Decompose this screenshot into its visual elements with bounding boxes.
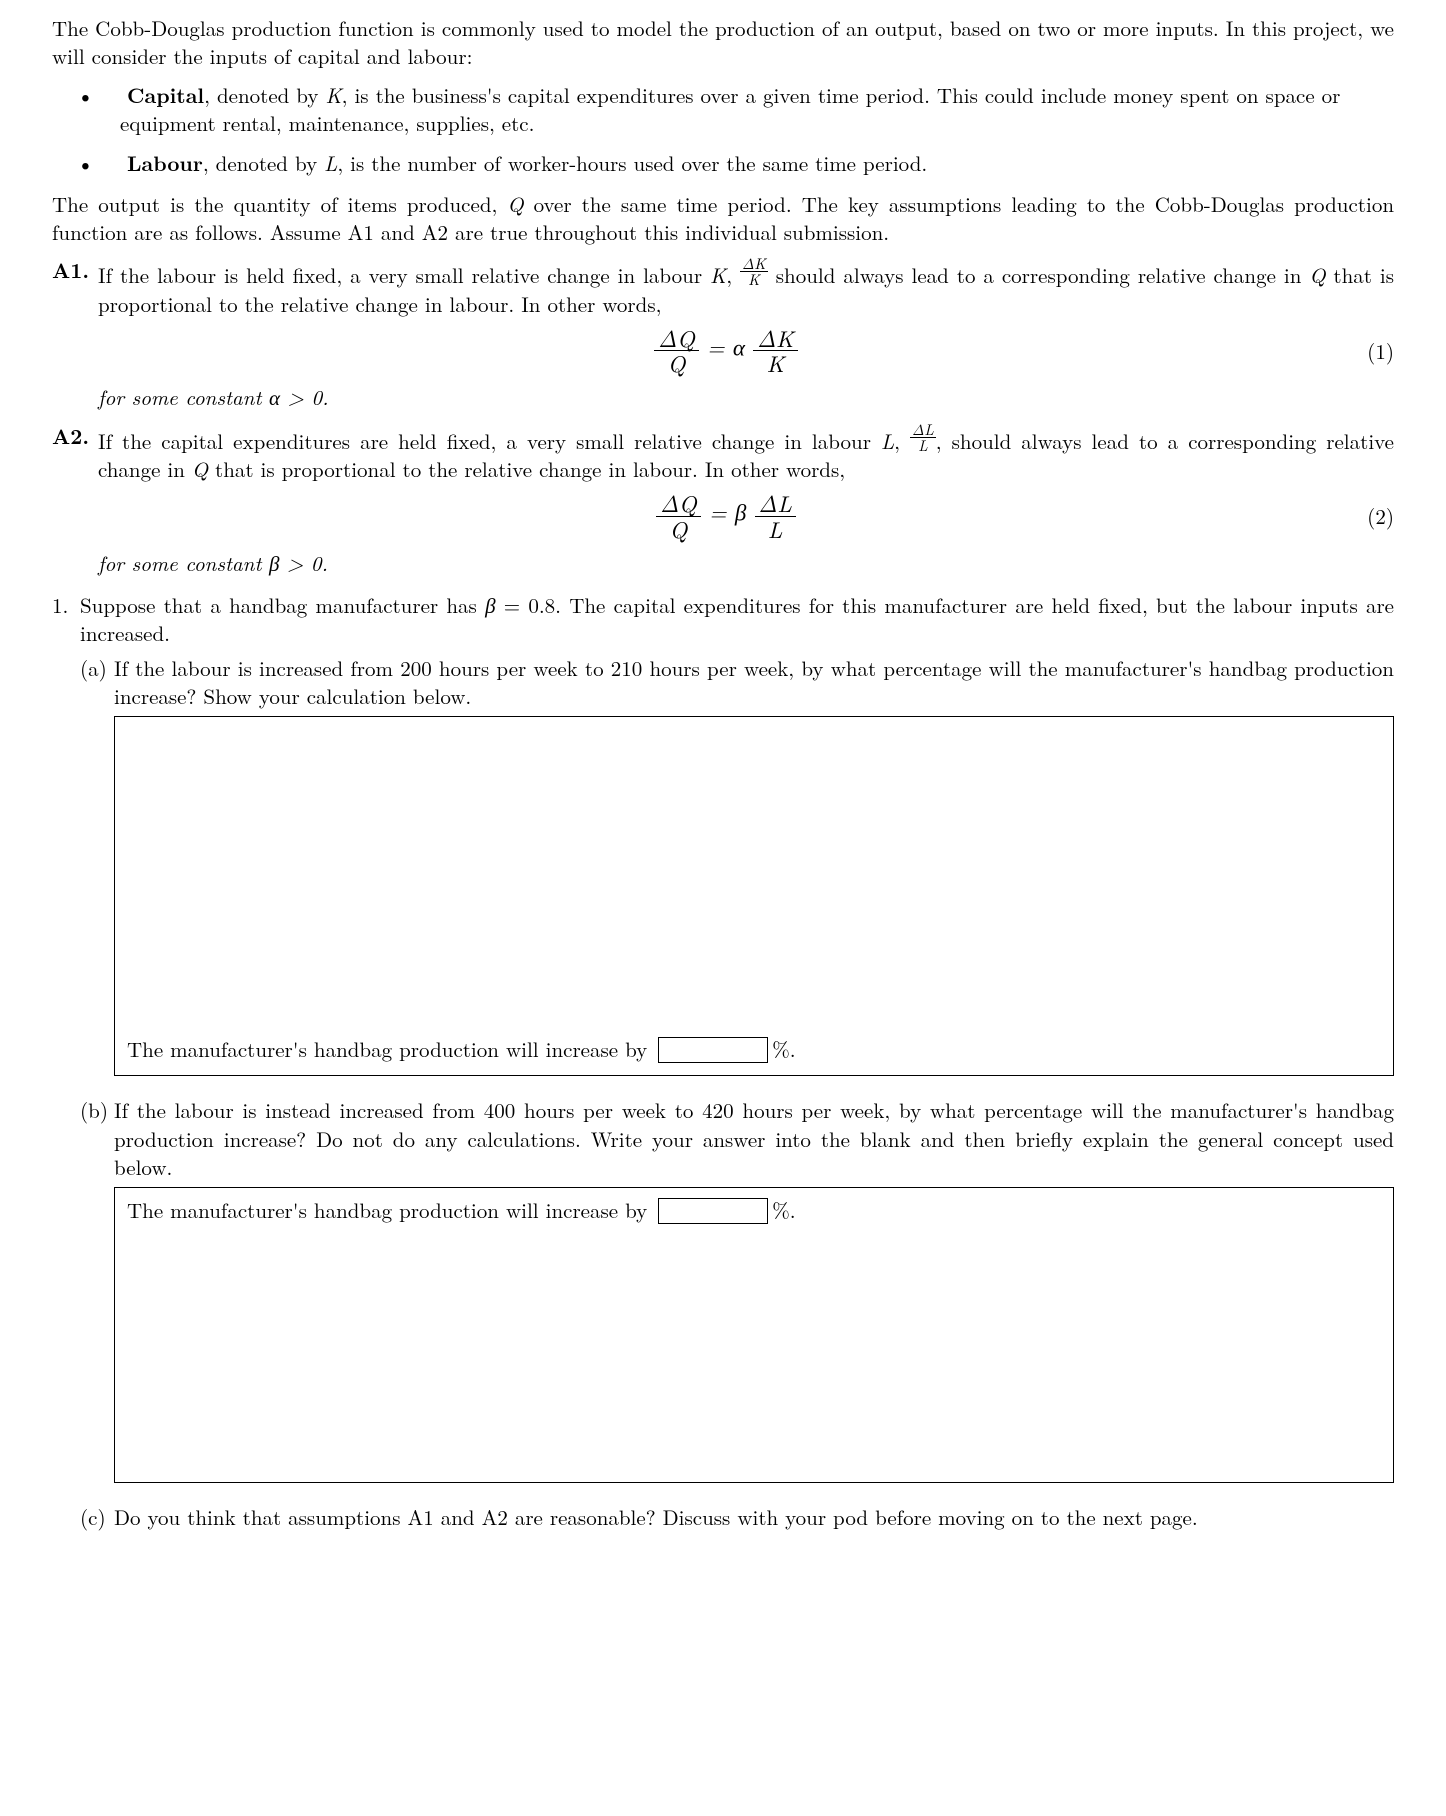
eq2-rhs-den: L <box>755 517 796 541</box>
capital-t1: , denoted by <box>204 80 325 110</box>
a1-tb: , <box>726 260 740 290</box>
answer-a-input[interactable] <box>658 1037 768 1063</box>
problem-1: 1. Suppose that a handbag manufacturer h… <box>52 591 1394 1548</box>
a2-tail: for some constant β > 0. <box>98 549 1394 577</box>
a1-k: K <box>710 260 726 290</box>
eq2-rhs: ΔLL <box>755 491 796 540</box>
subparts: (a) If the labour is increased from 200 … <box>80 654 1394 1538</box>
answer-a-line: The manufacturer's handbag production wi… <box>127 1035 1381 1063</box>
labour-var: L <box>324 148 337 178</box>
bullet-labour: Labour, denoted by L, is the number of w… <box>98 149 1394 177</box>
eq1-mid: = α <box>707 330 745 363</box>
eq2-lhs: ΔQQ <box>656 491 700 540</box>
sub-b-text: If the labour is instead increased from … <box>114 1096 1394 1181</box>
intro-bullets: Capital, denoted by K, is the business's… <box>52 81 1394 178</box>
answer-b-input[interactable] <box>658 1198 768 1224</box>
assumption-a1: A1. If the labour is held fixed, a very … <box>52 256 1394 417</box>
eq1-rhs-den: K <box>753 351 798 375</box>
p1-sa: Suppose that a handbag manufacturer has <box>80 590 485 620</box>
eq1-lhs-den: Q <box>654 351 698 375</box>
capital-label: Capital <box>127 80 204 110</box>
subpart-b: (b) If the labour is instead increased f… <box>80 1096 1394 1493</box>
a1-label: A1. <box>52 256 98 417</box>
intro-p2-a: The output is the quantity of items prod… <box>52 189 507 219</box>
ans-a-pct: %. <box>772 1034 795 1064</box>
a1-tail-text: for some constant α > 0. <box>98 382 329 412</box>
sub-c-label: (c) <box>80 1503 114 1537</box>
a2-inline-frac: ΔLL <box>910 422 936 453</box>
equation-1: ΔQQ = α ΔKK (1) <box>98 326 1394 375</box>
capital-var: K <box>325 80 341 110</box>
sub-a-text: If the labour is increased from 200 hour… <box>114 654 1394 711</box>
a1-tail: for some constant α > 0. <box>98 383 1394 411</box>
eq2-number: (2) <box>1354 502 1394 530</box>
labour-rest: , is the number of worker-hours used ove… <box>337 148 927 178</box>
subpart-a: (a) If the labour is increased from 200 … <box>80 654 1394 1087</box>
a1-q: Q <box>1309 260 1325 290</box>
sub-b-label: (b) <box>80 1096 114 1493</box>
assumptions: A1. If the labour is held fixed, a very … <box>52 256 1394 583</box>
a1-ta: If the labour is held fixed, a very smal… <box>98 260 710 290</box>
a1-text: If the labour is held fixed, a very smal… <box>98 256 1394 318</box>
a2-tail-text: for some constant β > 0. <box>98 548 328 578</box>
problem-1-number: 1. <box>52 591 80 1548</box>
ans-a-prefix: The manufacturer's handbag production wi… <box>127 1034 654 1064</box>
intro-q: Q <box>507 189 523 219</box>
ans-b-pct: %. <box>772 1195 795 1225</box>
a2-td: that is proportional to the relative cha… <box>208 454 845 484</box>
eq1-rhs: ΔKK <box>753 326 798 375</box>
a2-q: Q <box>192 454 208 484</box>
eq1-number: (1) <box>1354 337 1394 365</box>
answer-box-a[interactable]: The manufacturer's handbag production wi… <box>114 716 1394 1076</box>
problem-list: 1. Suppose that a handbag manufacturer h… <box>52 591 1394 1548</box>
answer-b-line: The manufacturer's handbag production wi… <box>127 1196 1381 1224</box>
intro-para-1: The Cobb-Douglas production function is … <box>52 14 1394 71</box>
a2-l: L <box>881 426 894 456</box>
intro-para-2: The output is the quantity of items prod… <box>52 190 1394 247</box>
eq2-lhs-den: Q <box>656 517 700 541</box>
a2-label: A2. <box>52 422 98 583</box>
labour-label: Labour <box>127 148 203 178</box>
a1-if-den: K <box>740 272 768 287</box>
a2-ta: If the capital expenditures are held fix… <box>98 426 881 456</box>
a1-tc: should always lead to a corresponding re… <box>768 260 1310 290</box>
labour-t1: , denoted by <box>203 148 324 178</box>
subpart-c: (c) Do you think that assumptions A1 and… <box>80 1503 1394 1537</box>
a1-inline-frac: ΔKK <box>740 256 768 287</box>
equation-2: ΔQQ = β ΔLL (2) <box>98 491 1394 540</box>
sub-a-label: (a) <box>80 654 114 1087</box>
eq1-lhs: ΔQQ <box>654 326 698 375</box>
a2-if-den: L <box>910 438 936 453</box>
eq2-mid: = β <box>709 495 746 528</box>
bullet-capital: Capital, denoted by K, is the business's… <box>98 81 1394 138</box>
p1-beta: β <box>485 590 495 620</box>
a2-text: If the capital expenditures are held fix… <box>98 422 1394 484</box>
ans-b-prefix: The manufacturer's handbag production wi… <box>127 1195 654 1225</box>
sub-c-text: Do you think that assumptions A1 and A2 … <box>114 1503 1394 1531</box>
assumption-a2: A2. If the capital expenditures are held… <box>52 422 1394 583</box>
answer-box-b[interactable]: The manufacturer's handbag production wi… <box>114 1187 1394 1483</box>
problem-1-stem: Suppose that a handbag manufacturer has … <box>80 591 1394 648</box>
a2-tb: , <box>894 426 910 456</box>
